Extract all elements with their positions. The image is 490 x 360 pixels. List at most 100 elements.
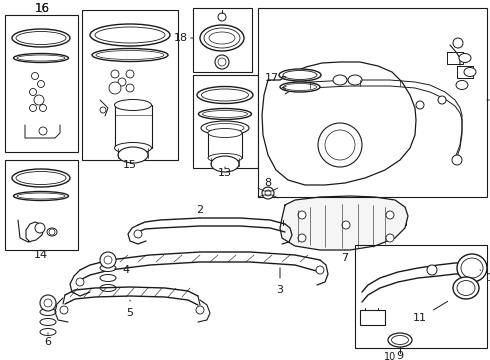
Circle shape bbox=[453, 38, 463, 48]
Circle shape bbox=[60, 306, 68, 314]
Circle shape bbox=[109, 82, 121, 94]
Ellipse shape bbox=[16, 171, 66, 184]
Circle shape bbox=[104, 256, 112, 264]
Ellipse shape bbox=[200, 25, 244, 51]
Ellipse shape bbox=[453, 277, 479, 299]
Ellipse shape bbox=[333, 75, 347, 85]
Bar bbox=[193, 75, 258, 168]
Text: 16: 16 bbox=[34, 1, 49, 14]
Ellipse shape bbox=[92, 49, 168, 62]
Circle shape bbox=[316, 266, 324, 274]
Circle shape bbox=[342, 221, 350, 229]
Ellipse shape bbox=[115, 143, 151, 153]
Circle shape bbox=[196, 306, 204, 314]
Text: 14: 14 bbox=[34, 250, 48, 260]
Circle shape bbox=[34, 95, 44, 105]
Circle shape bbox=[126, 70, 134, 78]
Circle shape bbox=[265, 190, 271, 196]
Ellipse shape bbox=[12, 29, 70, 47]
Circle shape bbox=[111, 70, 119, 78]
Ellipse shape bbox=[14, 192, 69, 201]
Circle shape bbox=[452, 155, 462, 165]
Ellipse shape bbox=[348, 75, 362, 85]
Circle shape bbox=[218, 13, 226, 21]
Circle shape bbox=[49, 229, 55, 235]
Circle shape bbox=[298, 234, 306, 242]
Ellipse shape bbox=[100, 274, 116, 282]
Circle shape bbox=[218, 58, 226, 66]
Text: 10: 10 bbox=[384, 352, 396, 360]
Circle shape bbox=[318, 123, 362, 167]
Circle shape bbox=[325, 130, 355, 160]
Text: 11: 11 bbox=[413, 301, 448, 323]
Ellipse shape bbox=[17, 55, 65, 61]
Text: 16: 16 bbox=[34, 1, 49, 14]
Ellipse shape bbox=[464, 68, 476, 77]
Polygon shape bbox=[262, 62, 416, 185]
Ellipse shape bbox=[459, 54, 471, 63]
Text: 9: 9 bbox=[396, 348, 404, 360]
Bar bbox=[360, 310, 385, 325]
Ellipse shape bbox=[100, 284, 116, 292]
Ellipse shape bbox=[95, 27, 165, 43]
Ellipse shape bbox=[211, 156, 239, 172]
Circle shape bbox=[35, 223, 45, 233]
Bar bbox=[115, 105, 152, 148]
Ellipse shape bbox=[457, 280, 475, 296]
Bar bbox=[355, 245, 487, 348]
Ellipse shape bbox=[90, 24, 170, 46]
Ellipse shape bbox=[283, 71, 317, 80]
Ellipse shape bbox=[280, 82, 320, 92]
Bar bbox=[5, 15, 78, 152]
Ellipse shape bbox=[279, 69, 321, 81]
Ellipse shape bbox=[118, 147, 148, 163]
Text: 1: 1 bbox=[487, 95, 490, 105]
Ellipse shape bbox=[96, 50, 164, 59]
Ellipse shape bbox=[40, 319, 56, 325]
Ellipse shape bbox=[208, 153, 242, 162]
Ellipse shape bbox=[461, 258, 483, 278]
Ellipse shape bbox=[115, 99, 151, 111]
Text: 13: 13 bbox=[218, 167, 232, 178]
Ellipse shape bbox=[204, 28, 240, 48]
Text: 15: 15 bbox=[123, 160, 137, 170]
Circle shape bbox=[76, 278, 84, 286]
Circle shape bbox=[386, 211, 394, 219]
Circle shape bbox=[38, 81, 45, 87]
Bar bbox=[258, 8, 487, 197]
Text: 17: 17 bbox=[265, 73, 279, 83]
Ellipse shape bbox=[17, 193, 65, 199]
Ellipse shape bbox=[16, 31, 66, 45]
Circle shape bbox=[416, 101, 424, 109]
Ellipse shape bbox=[388, 333, 412, 347]
Ellipse shape bbox=[208, 129, 242, 138]
Bar bbox=[193, 8, 252, 72]
Text: 6: 6 bbox=[45, 333, 51, 347]
Ellipse shape bbox=[456, 81, 468, 90]
Text: 5: 5 bbox=[126, 300, 133, 318]
Ellipse shape bbox=[47, 228, 57, 236]
Ellipse shape bbox=[40, 309, 56, 315]
Circle shape bbox=[427, 265, 437, 275]
Ellipse shape bbox=[12, 169, 70, 187]
Circle shape bbox=[262, 187, 274, 199]
Circle shape bbox=[40, 104, 47, 112]
Ellipse shape bbox=[209, 32, 235, 44]
Text: 7: 7 bbox=[342, 250, 348, 263]
Text: 8: 8 bbox=[265, 178, 271, 188]
Circle shape bbox=[118, 78, 126, 86]
Circle shape bbox=[126, 84, 134, 92]
Circle shape bbox=[40, 295, 56, 311]
Text: 4: 4 bbox=[115, 265, 129, 275]
Circle shape bbox=[44, 299, 52, 307]
Text: 18: 18 bbox=[174, 33, 193, 43]
Ellipse shape bbox=[100, 265, 116, 271]
Circle shape bbox=[100, 107, 106, 113]
Circle shape bbox=[134, 230, 142, 238]
Ellipse shape bbox=[202, 111, 247, 117]
Circle shape bbox=[100, 252, 116, 268]
Ellipse shape bbox=[197, 86, 253, 104]
Bar bbox=[82, 10, 178, 160]
Ellipse shape bbox=[14, 54, 69, 63]
Circle shape bbox=[31, 72, 39, 80]
